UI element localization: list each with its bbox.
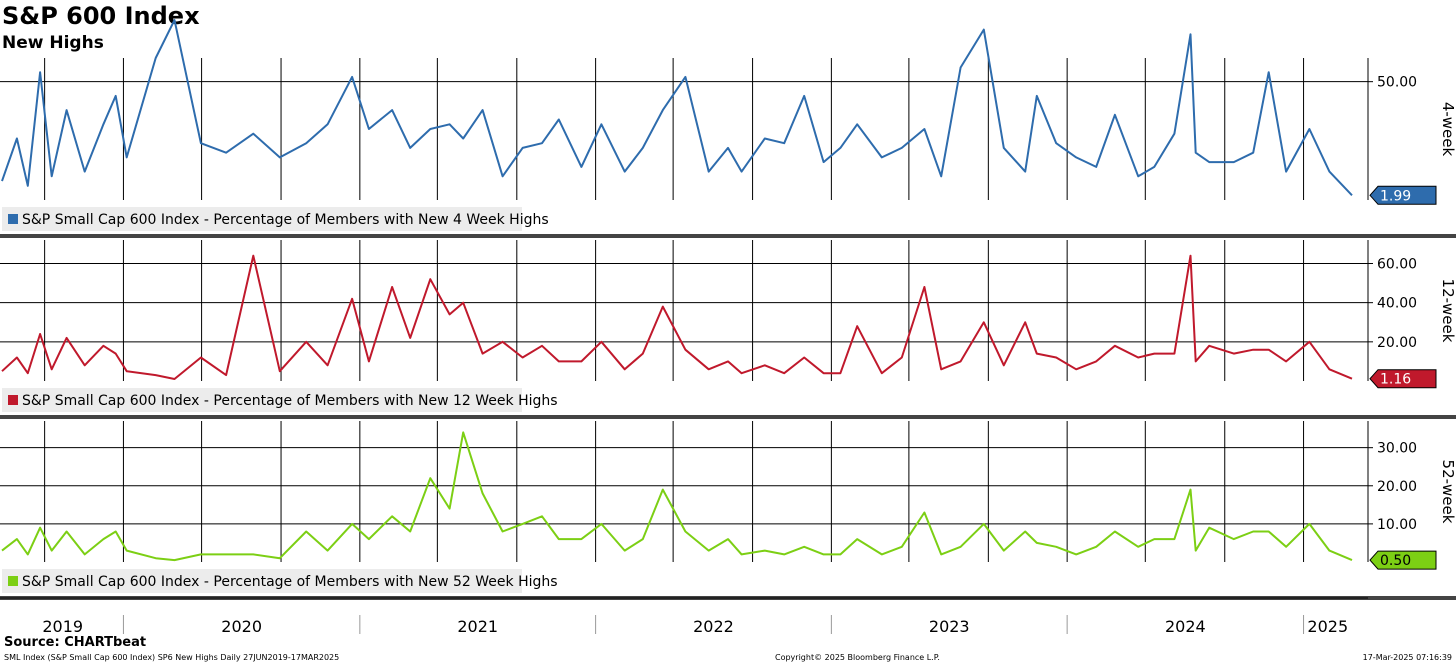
twelve-week-last-value: 1.16 <box>1380 372 1411 388</box>
twelve-week-series-line <box>1 254 1353 380</box>
y-tick-label: 30.00 <box>1377 441 1417 457</box>
legend-text: S&P Small Cap 600 Index - Percentage of … <box>22 574 558 590</box>
series-layer <box>1 19 1353 562</box>
footer-timestamp: 17-Mar-2025 07:16:39 <box>1362 653 1452 662</box>
chart-title: S&P 600 Index <box>2 2 200 30</box>
four-week-series-line <box>1 19 1353 196</box>
legend-swatch <box>8 395 18 405</box>
frame-layer <box>0 58 1456 634</box>
panel-separator <box>0 415 1456 419</box>
legend-swatch <box>8 214 18 224</box>
fifty-two-week-last-value: 0.50 <box>1380 553 1411 569</box>
y-tick-label: 40.00 <box>1377 296 1417 312</box>
legend-background <box>2 569 522 593</box>
legend-text: S&P Small Cap 600 Index - Percentage of … <box>22 212 549 228</box>
fifty-two-week-panel-label: 52-week <box>1439 460 1456 524</box>
legend-background <box>2 388 522 412</box>
chart-subtitle: New Highs <box>2 33 104 53</box>
y-tick-label: 50.00 <box>1377 75 1417 91</box>
twelve-week-panel-label: 12-week <box>1439 279 1456 343</box>
label-layer: 50.00 1.99 4-week S&P Small Cap 600 Index -… <box>2 75 1456 636</box>
x-tick-label: 2025 <box>1307 617 1348 636</box>
y-tick-label: 20.00 <box>1377 479 1417 495</box>
x-tick-label: 2021 <box>457 617 498 636</box>
fifty-two-week-series-line <box>1 431 1353 562</box>
footer-index-description: SML Index (S&P Small Cap 600 Index) SP6 … <box>4 653 340 662</box>
source-note: Source: CHARTbeat <box>4 635 147 650</box>
twelve-week-legend: S&P Small Cap 600 Index - Percentage of … <box>2 388 558 412</box>
four-week-last-value-tag <box>1369 185 1437 205</box>
y-tick-label: 10.00 <box>1377 517 1417 533</box>
x-tick-label: 2020 <box>221 617 262 636</box>
twelve-week-last-value-tag <box>1369 369 1437 389</box>
four-week-last-value: 1.99 <box>1380 188 1411 204</box>
x-tick-label: 2019 <box>42 617 83 636</box>
footer-copyright: Copyright© 2025 Bloomberg Finance L.P. <box>775 653 940 662</box>
legend-swatch <box>8 576 18 586</box>
four-week-legend: S&P Small Cap 600 Index - Percentage of … <box>2 207 549 231</box>
y-tick-label: 60.00 <box>1377 257 1417 273</box>
x-tick-label: 2022 <box>693 617 734 636</box>
fifty-two-week-last-value-tag <box>1369 550 1437 570</box>
panel-separator <box>0 234 1456 238</box>
x-tick-label: 2023 <box>929 617 970 636</box>
fifty-two-week-legend: S&P Small Cap 600 Index - Percentage of … <box>2 569 558 593</box>
legend-background <box>2 207 522 231</box>
y-tick-label: 20.00 <box>1377 335 1417 351</box>
four-week-panel-label: 4-week <box>1439 102 1456 157</box>
x-tick-label: 2024 <box>1165 617 1206 636</box>
grid-layer <box>0 58 1368 562</box>
legend-text: S&P Small Cap 600 Index - Percentage of … <box>22 393 558 409</box>
